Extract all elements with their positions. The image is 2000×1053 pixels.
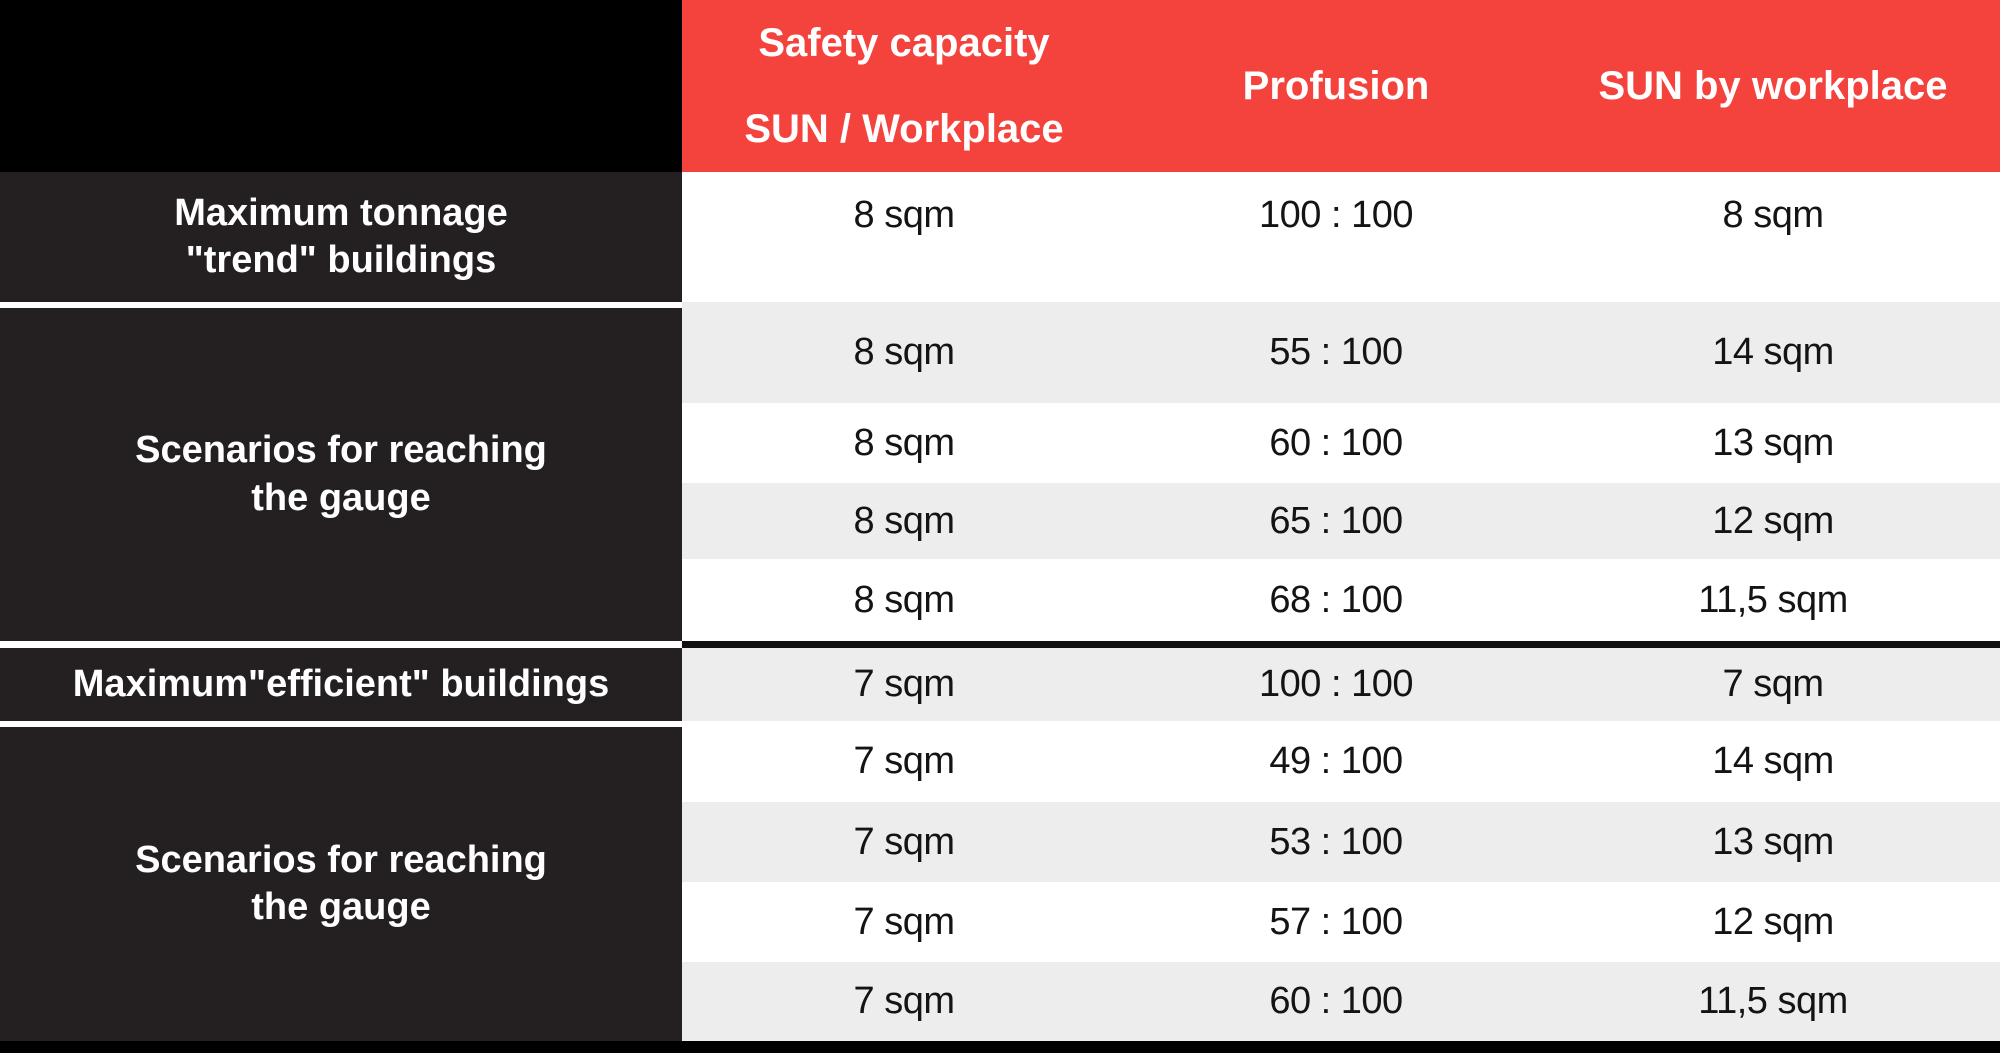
- cell-profusion: 100 : 100: [1259, 194, 1413, 236]
- corner-cell: [0, 0, 682, 172]
- header-line: Safety capacity: [758, 21, 1050, 65]
- header-profusion: Profusion: [1126, 0, 1546, 172]
- table-row: 7 sqm 57 : 100 12 sqm: [682, 882, 2000, 962]
- cell-safety-capacity: 8 sqm: [853, 421, 955, 464]
- header-line: SUN / Workplace: [744, 107, 1064, 151]
- header-sun-by-workplace: SUN by workplace: [1546, 0, 2000, 172]
- cell-profusion: 55 : 100: [1269, 331, 1403, 373]
- header-line: Profusion: [1242, 64, 1430, 108]
- table-row: 7 sqm 60 : 100 11,5 sqm: [682, 962, 2000, 1041]
- cell-profusion: 53 : 100: [1269, 820, 1403, 863]
- label-line: the gauge: [251, 476, 431, 519]
- cell-profusion: 60 : 100: [1269, 980, 1403, 1022]
- cell-sun-by-workplace: 13 sqm: [1712, 421, 1834, 464]
- cell-sun-by-workplace: 11,5 sqm: [1698, 980, 1848, 1022]
- cell-sun-by-workplace: 12 sqm: [1712, 900, 1834, 943]
- table-row: 8 sqm 60 : 100 13 sqm: [682, 403, 2000, 483]
- table-row: 8 sqm 68 : 100 11,5 sqm: [682, 559, 2000, 641]
- cell-sun-by-workplace: 8 sqm: [1722, 194, 1824, 236]
- label-line: Scenarios for reaching: [135, 838, 547, 881]
- cell-sun-by-workplace: 14 sqm: [1712, 740, 1834, 782]
- cell-safety-capacity: 8 sqm: [853, 194, 955, 236]
- bottom-bar: [0, 1041, 2000, 1053]
- table-row: 8 sqm 55 : 100 14 sqm: [682, 302, 2000, 403]
- cell-profusion: 100 : 100: [1259, 663, 1413, 705]
- cell-safety-capacity: 7 sqm: [853, 820, 955, 863]
- label-line: Maximum"efficient" buildings: [72, 662, 610, 705]
- cell-safety-capacity: 7 sqm: [853, 740, 955, 782]
- label-separator: [0, 302, 682, 308]
- cell-safety-capacity: 8 sqm: [853, 578, 955, 621]
- table-header-row: Safety capacity SUN / Workplace Profusio…: [682, 0, 2000, 172]
- label-line: "trend" buildings: [185, 239, 497, 281]
- table-row: 7 sqm 53 : 100 13 sqm: [682, 802, 2000, 882]
- table-row: 8 sqm 100 : 100 8 sqm: [682, 172, 2000, 302]
- row-group-label-trend-buildings: Maximum tonnage "trend" buildings: [0, 172, 682, 302]
- cell-profusion: 57 : 100: [1269, 900, 1403, 943]
- cell-sun-by-workplace: 11,5 sqm: [1698, 578, 1848, 621]
- cell-safety-capacity: 7 sqm: [853, 663, 955, 705]
- label-line: the gauge: [251, 886, 431, 928]
- label-separator: [0, 641, 682, 648]
- cell-profusion: 65 : 100: [1269, 499, 1403, 542]
- data-columns: Safety capacity SUN / Workplace Profusio…: [682, 0, 2000, 1041]
- label-line: Scenarios for reaching: [135, 429, 547, 472]
- cell-profusion: 49 : 100: [1269, 740, 1403, 782]
- cell-safety-capacity: 8 sqm: [853, 499, 955, 542]
- cell-safety-capacity: 7 sqm: [853, 980, 955, 1022]
- cell-safety-capacity: 8 sqm: [853, 331, 955, 373]
- row-group-label-scenarios-2: Scenarios for reaching the gauge: [0, 727, 682, 1041]
- table-row: 7 sqm 49 : 100 14 sqm: [682, 721, 2000, 802]
- cell-sun-by-workplace: 14 sqm: [1712, 331, 1834, 373]
- header-safety-capacity: Safety capacity SUN / Workplace: [682, 0, 1126, 172]
- cell-sun-by-workplace: 7 sqm: [1722, 663, 1824, 705]
- cell-sun-by-workplace: 12 sqm: [1712, 499, 1834, 542]
- label-separator: [0, 721, 682, 727]
- table-row: 7 sqm 100 : 100 7 sqm: [682, 648, 2000, 721]
- cell-profusion: 60 : 100: [1269, 421, 1403, 464]
- header-line: SUN by workplace: [1598, 64, 1948, 108]
- cell-sun-by-workplace: 13 sqm: [1712, 820, 1834, 863]
- table-row: 8 sqm 65 : 100 12 sqm: [682, 483, 2000, 559]
- row-group-label-scenarios-1: Scenarios for reaching the gauge: [0, 308, 682, 641]
- cell-safety-capacity: 7 sqm: [853, 900, 955, 943]
- cell-profusion: 68 : 100: [1269, 578, 1403, 621]
- row-group-label-efficient-buildings: Maximum"efficient" buildings: [0, 648, 682, 721]
- section-divider-line: [682, 641, 2000, 648]
- label-line: Maximum tonnage: [174, 191, 508, 234]
- row-label-column: Maximum tonnage "trend" buildings Scenar…: [0, 0, 682, 1041]
